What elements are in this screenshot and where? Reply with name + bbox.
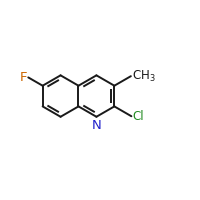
Text: CH$_3$: CH$_3$	[132, 69, 156, 84]
Text: Cl: Cl	[133, 110, 144, 123]
Text: F: F	[20, 71, 27, 84]
Text: N: N	[92, 119, 101, 132]
